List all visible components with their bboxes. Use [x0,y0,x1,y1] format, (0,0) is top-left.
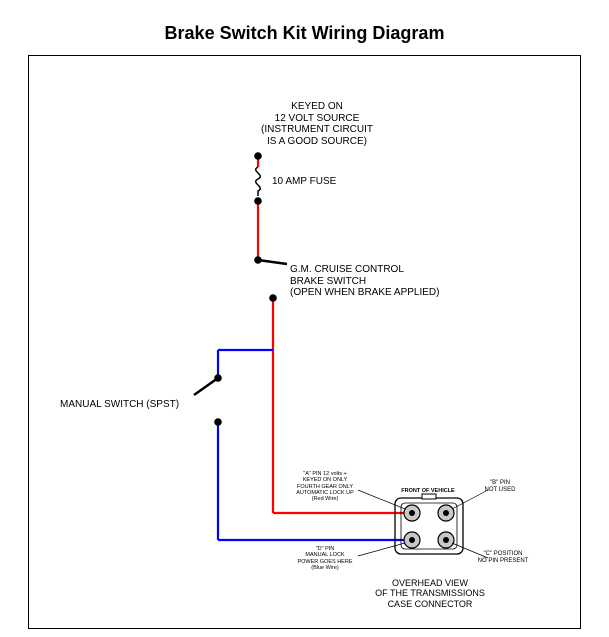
label-front: FRONT OF VEHICLE [400,488,456,494]
label-overhead: OVERHEAD VIEW OF THE TRANSMISSIONS CASE … [360,578,500,609]
label-keyed-on: KEYED ON 12 VOLT SOURCE (INSTRUMENT CIRC… [227,101,407,147]
diagram-canvas: Brake Switch Kit Wiring Diagram [0,0,609,637]
label-a-pin: "A" PIN 12 volts + KEYED ON ONLY FOURTH … [295,471,355,503]
label-c-pos: "C" POSITION NO PIN PRESENT [475,551,531,565]
label-d-pin: "D" PIN MANUAL LOCK POWER GOES HERE (Blu… [295,546,355,571]
label-cruise: G.M. CRUISE CONTROL BRAKE SWITCH (OPEN W… [290,264,439,299]
label-fuse: 10 AMP FUSE [272,176,336,188]
label-manual: MANUAL SWITCH (SPST) [60,399,179,411]
diagram-title: Brake Switch Kit Wiring Diagram [0,23,609,44]
label-b-pin: "B" PIN NOT USED [478,480,522,494]
